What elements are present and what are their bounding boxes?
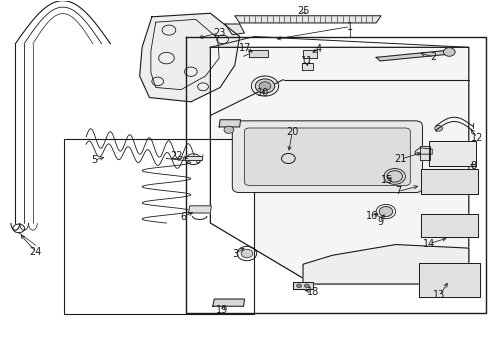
Circle shape	[224, 126, 233, 134]
FancyBboxPatch shape	[244, 128, 409, 185]
Text: 8: 8	[469, 161, 476, 171]
Text: 4: 4	[315, 44, 321, 54]
Text: 15: 15	[380, 175, 392, 185]
Text: 20: 20	[285, 127, 298, 136]
Text: 25: 25	[296, 6, 308, 16]
Polygon shape	[249, 50, 267, 57]
Polygon shape	[140, 13, 239, 102]
Polygon shape	[212, 299, 244, 306]
Polygon shape	[107, 153, 126, 159]
Text: 10: 10	[256, 88, 268, 98]
Text: 12: 12	[470, 133, 483, 143]
Text: 1: 1	[346, 22, 353, 32]
Circle shape	[378, 207, 392, 217]
Text: 3: 3	[232, 248, 238, 258]
Text: 23: 23	[212, 28, 225, 38]
Polygon shape	[219, 120, 240, 127]
Polygon shape	[184, 156, 201, 160]
FancyBboxPatch shape	[232, 121, 422, 193]
Text: 17: 17	[239, 43, 251, 53]
Text: 24: 24	[30, 247, 42, 257]
Polygon shape	[375, 50, 452, 61]
Text: 21: 21	[393, 154, 406, 164]
Circle shape	[255, 79, 274, 93]
Text: 13: 13	[432, 291, 445, 301]
Circle shape	[304, 284, 309, 288]
Polygon shape	[293, 282, 312, 289]
Text: 9: 9	[376, 217, 382, 227]
Polygon shape	[234, 16, 380, 23]
Polygon shape	[210, 47, 468, 284]
Polygon shape	[414, 148, 431, 154]
Circle shape	[434, 126, 442, 131]
Text: 11: 11	[300, 56, 312, 66]
Circle shape	[259, 82, 270, 90]
Text: 16: 16	[366, 211, 378, 221]
Polygon shape	[224, 24, 244, 35]
Polygon shape	[303, 244, 468, 284]
Text: 19: 19	[216, 305, 228, 315]
Polygon shape	[428, 140, 475, 166]
Text: 18: 18	[306, 287, 318, 297]
Circle shape	[386, 171, 402, 182]
Text: 14: 14	[422, 239, 434, 249]
Text: 2: 2	[430, 52, 436, 62]
Text: 7: 7	[394, 186, 400, 197]
Polygon shape	[419, 146, 429, 160]
Circle shape	[241, 249, 252, 258]
Text: 5: 5	[91, 155, 97, 165]
Polygon shape	[418, 263, 479, 297]
Polygon shape	[303, 50, 316, 58]
Polygon shape	[302, 63, 312, 69]
Text: 22: 22	[170, 150, 182, 161]
Polygon shape	[188, 206, 211, 213]
Polygon shape	[420, 169, 477, 194]
Bar	[64, 139, 254, 315]
Circle shape	[296, 284, 301, 288]
Polygon shape	[420, 214, 477, 237]
Circle shape	[443, 48, 454, 56]
Text: 6: 6	[180, 212, 186, 221]
